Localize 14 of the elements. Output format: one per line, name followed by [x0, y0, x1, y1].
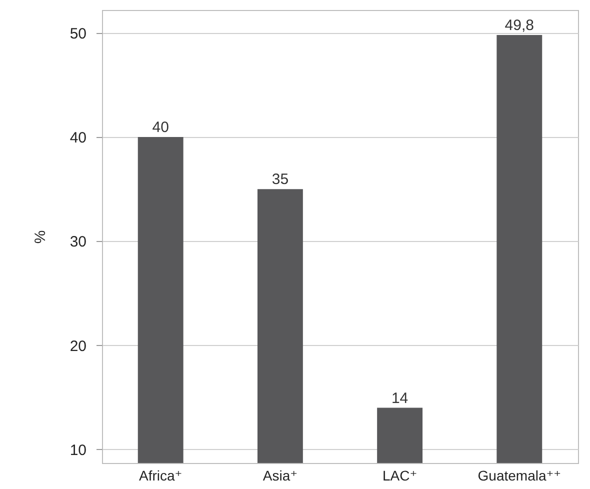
- data-label: 35: [272, 171, 289, 188]
- x-tick-label: Africa⁺: [139, 468, 182, 484]
- x-tick-label: Guatemala⁺⁺: [478, 468, 562, 484]
- y-tick-label: 10: [70, 442, 86, 459]
- x-tick-label: LAC⁺: [382, 468, 418, 484]
- y-tick-label: 30: [70, 234, 86, 251]
- data-label: 14: [391, 390, 408, 407]
- y-tick-label: 50: [70, 25, 86, 42]
- y-tick-label: 40: [70, 130, 86, 147]
- y-tick-label: 20: [70, 338, 86, 355]
- x-tick-label: Asia⁺: [262, 468, 298, 484]
- data-label: 40: [152, 119, 169, 136]
- y-axis-title: %: [32, 230, 49, 244]
- data-label: 49,8: [504, 16, 534, 34]
